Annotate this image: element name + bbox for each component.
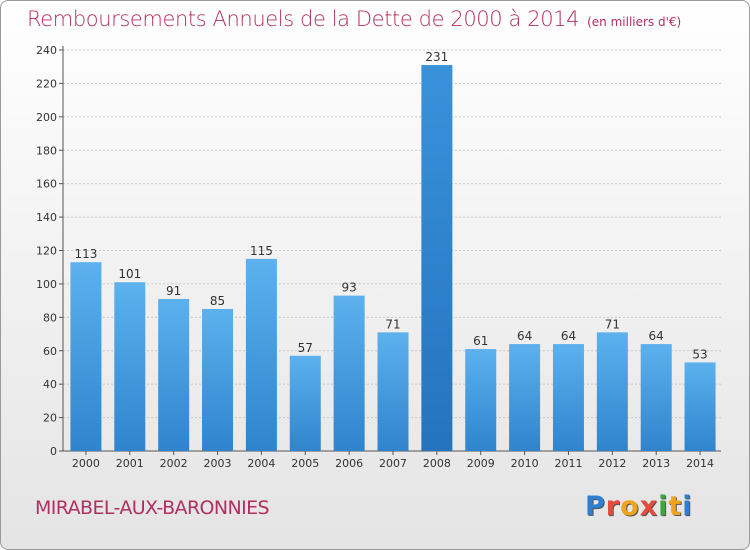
data-label: 93 <box>341 281 356 295</box>
y-tick-label: 120 <box>36 245 57 258</box>
x-tick-label: 2014 <box>686 457 714 470</box>
x-tick-label: 2001 <box>116 457 144 470</box>
y-tick-label: 200 <box>36 111 57 124</box>
y-tick-label: 100 <box>36 278 57 291</box>
x-tick-label: 2013 <box>642 457 670 470</box>
data-label: 71 <box>605 317 620 331</box>
data-label: 61 <box>473 334 488 348</box>
bar <box>114 282 146 451</box>
data-label: 64 <box>561 329 576 343</box>
bar <box>202 308 234 451</box>
data-label: 53 <box>692 347 707 361</box>
x-tick-label: 2003 <box>204 457 232 470</box>
bar <box>421 65 453 451</box>
y-tick-label: 220 <box>36 77 57 90</box>
x-tick-label: 2012 <box>598 457 626 470</box>
data-label: 57 <box>298 341 313 355</box>
x-tick-label: 2006 <box>335 457 363 470</box>
data-label: 231 <box>425 50 448 64</box>
bar <box>640 344 672 451</box>
data-label: 64 <box>517 329 532 343</box>
y-tick-label: 140 <box>36 211 57 224</box>
bar <box>70 262 102 451</box>
data-label: 71 <box>385 317 400 331</box>
x-tick-label: 2000 <box>72 457 100 470</box>
bar <box>245 258 277 451</box>
bar <box>596 332 628 451</box>
bar <box>684 362 716 451</box>
bar <box>509 344 541 451</box>
bar <box>158 298 190 451</box>
bar <box>465 349 497 451</box>
x-tick-label: 2008 <box>423 457 451 470</box>
chart-title: Remboursements Annuels de la Dette de 20… <box>27 7 580 31</box>
data-label: 64 <box>649 329 664 343</box>
logo-letter: r <box>605 491 621 522</box>
x-tick-label: 2011 <box>554 457 582 470</box>
y-tick-label: 40 <box>43 378 57 391</box>
y-tick-label: 80 <box>43 311 57 324</box>
bar <box>552 344 584 451</box>
data-label: 91 <box>166 284 181 298</box>
logo-letter: t <box>668 491 683 522</box>
data-label: 113 <box>74 247 97 261</box>
chart-title-block: Remboursements Annuels de la Dette de 20… <box>27 7 681 31</box>
x-tick-label: 2010 <box>511 457 539 470</box>
logo-letter: i <box>658 491 669 522</box>
data-label: 101 <box>118 267 141 281</box>
x-tick-label: 2004 <box>247 457 275 470</box>
bar <box>333 295 365 451</box>
y-tick-label: 60 <box>43 345 57 358</box>
logo-letter: P <box>585 491 606 522</box>
x-tick-label: 2005 <box>291 457 319 470</box>
data-label: 85 <box>210 294 225 308</box>
bar <box>377 332 409 451</box>
x-tick-label: 2009 <box>467 457 495 470</box>
proxiti-logo: Proxiti <box>585 491 693 522</box>
commune-name: MIRABEL-AUX-BARONNIES <box>35 497 270 519</box>
logo-letter: o <box>620 491 640 522</box>
y-tick-label: 20 <box>43 412 57 425</box>
y-tick-label: 180 <box>36 144 57 157</box>
y-tick-label: 160 <box>36 178 57 191</box>
logo-letter: x <box>639 491 659 522</box>
y-tick-label: 240 <box>36 44 57 57</box>
bar <box>289 355 321 451</box>
logo-letter: i <box>682 491 693 522</box>
x-tick-label: 2007 <box>379 457 407 470</box>
x-tick-label: 2002 <box>160 457 188 470</box>
data-label: 115 <box>250 244 273 258</box>
chart-subtitle: (en milliers d'€) <box>587 15 682 29</box>
y-tick-label: 0 <box>50 445 57 458</box>
